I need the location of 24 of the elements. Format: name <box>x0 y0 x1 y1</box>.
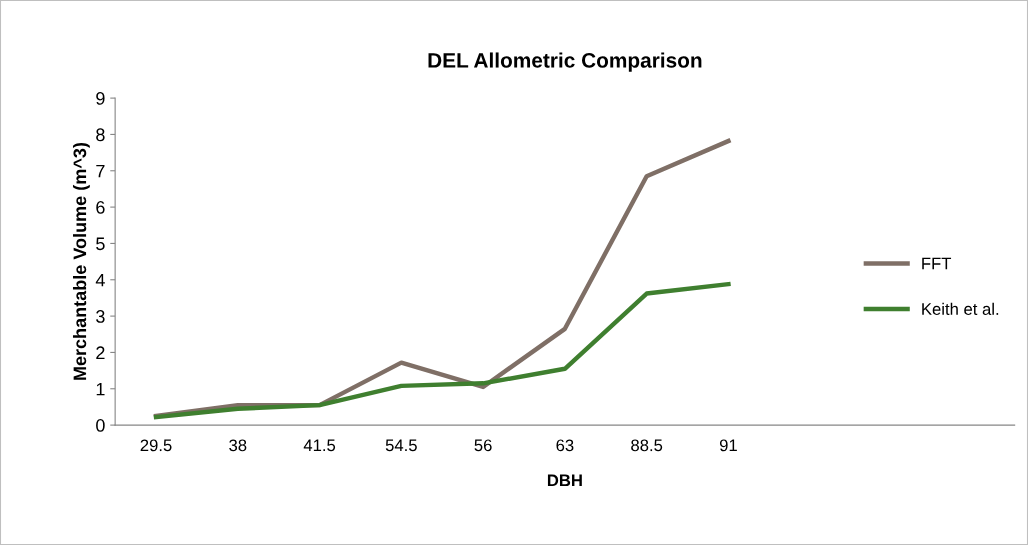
y-tick-label: 9 <box>96 92 105 105</box>
y-axis-title: Merchantable Volume (m^3) <box>72 143 90 380</box>
y-tick-label: 7 <box>96 164 105 178</box>
legend-label: FFT <box>922 257 952 270</box>
y-tick-label: 8 <box>96 128 105 142</box>
y-tick-label: 2 <box>96 346 105 359</box>
y-tick-label: 1 <box>96 382 105 396</box>
x-tick-label: 54.5 <box>385 439 417 452</box>
x-tick-label: 63 <box>556 439 574 452</box>
chart-title: DEL Allometric Comparison <box>428 52 702 72</box>
y-tick-label: 5 <box>96 237 105 251</box>
x-tick-label: 56 <box>474 439 492 452</box>
x-tick-label: 88.5 <box>631 439 663 452</box>
x-tick-label: 91 <box>719 439 737 452</box>
line-series <box>153 281 731 420</box>
x-axis-title: DBH <box>547 474 582 487</box>
y-tick-label: 0 <box>96 419 105 432</box>
y-tick-label: 6 <box>96 201 105 214</box>
y-tick-label: 4 <box>95 273 105 287</box>
x-tick-label: 38 <box>229 439 247 452</box>
x-tick-label: 29.5 <box>140 439 172 452</box>
x-tick-label: 41.5 <box>303 439 336 452</box>
y-tick-label: 3 <box>96 310 105 323</box>
legend-label: Keith et al. <box>922 302 999 315</box>
